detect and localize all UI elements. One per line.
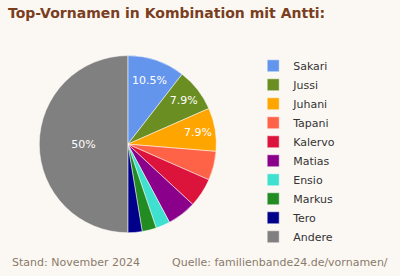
svg-text:Juhani: Juhani xyxy=(292,98,327,111)
svg-text:Kalervo: Kalervo xyxy=(293,136,335,149)
svg-text:Matias: Matias xyxy=(293,155,329,168)
svg-text:Tero: Tero xyxy=(292,212,316,225)
svg-text:50%: 50% xyxy=(71,138,95,151)
svg-text:Sakari: Sakari xyxy=(293,60,327,73)
svg-text:Jussi: Jussi xyxy=(292,79,318,92)
svg-text:Top-Vornamen in Kombination mi: Top-Vornamen in Kombination mit Antti: xyxy=(8,5,325,21)
svg-text:Quelle: familienbande24.de/vor: Quelle: familienbande24.de/vornamen/ xyxy=(172,256,388,269)
svg-text:7.9%: 7.9% xyxy=(184,126,212,139)
svg-text:Markus: Markus xyxy=(293,193,333,206)
svg-text:Andere: Andere xyxy=(293,231,333,244)
svg-text:Ensio: Ensio xyxy=(293,174,323,187)
svg-text:Stand: November 2024: Stand: November 2024 xyxy=(12,256,140,269)
svg-text:7.9%: 7.9% xyxy=(170,94,198,107)
svg-text:10.5%: 10.5% xyxy=(132,74,167,87)
svg-text:Tapani: Tapani xyxy=(292,117,328,130)
